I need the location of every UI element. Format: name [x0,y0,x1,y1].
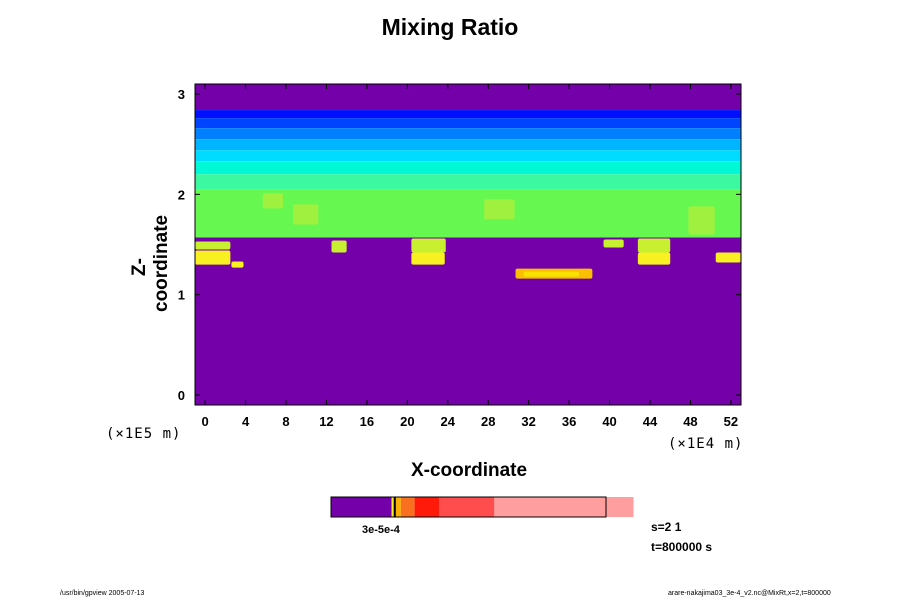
y-tick-label-1: 1 [178,288,185,303]
colorbar-frame [330,496,607,518]
colorbar-segment-2 [393,497,396,517]
x-tick-label-5: 20 [400,414,414,429]
x-tick-label-9: 36 [562,414,576,429]
band-4 [195,128,741,140]
patch-3 [637,252,671,265]
y-axis-unit: (×1E5 m) [106,426,182,442]
colorbar-segment-1 [391,497,394,517]
y-tick-label-0: 0 [178,388,185,403]
plot-frame [194,83,742,406]
colorbar-segment-6 [439,497,495,517]
y-axis-label: Z-coordinate [129,214,172,312]
slice-info: s=2 1 [651,520,682,534]
x-tick-label-0: 0 [201,414,208,429]
band-8 [195,174,741,190]
patch-11 [603,239,624,248]
patch-1 [231,261,244,268]
band-1 [195,84,741,111]
footer-command: /usr/bin/gpview 2005-07-13 [60,590,145,597]
x-tick-label-7: 28 [481,414,495,429]
patch-4 [715,252,741,263]
x-tick-label-13: 52 [724,414,738,429]
y-tick-label-2: 2 [178,187,185,202]
colorbar-segment-4 [400,497,415,517]
x-axis-unit: (×1E4 m) [668,436,744,452]
band-2 [195,110,741,119]
colorbar-segment-7 [494,497,634,517]
x-tick-label-12: 48 [683,414,697,429]
band-6 [195,150,741,162]
patch-15 [262,193,283,209]
footer-source: arare-nakajima03_3e-4_v2.nc@MixRt,x=2,t=… [668,590,831,597]
patch-10 [331,240,347,253]
colorbar-segment-5 [414,497,440,517]
x-tick-label-3: 12 [319,414,333,429]
y-tick-label-3: 3 [178,87,185,102]
patch-12 [293,204,319,225]
patch-2 [411,252,445,265]
band-0 [195,237,741,405]
colorbar-label: 3e-5e-4 [362,524,400,536]
x-tick-label-8: 32 [521,414,535,429]
time-info: t=800000 s [651,540,713,554]
colorbar-segment-0 [331,497,392,517]
x-tick-label-2: 8 [282,414,289,429]
x-axis-label: X-coordinate [410,460,528,481]
patch-6 [523,271,580,277]
patch-9 [637,238,671,253]
band-3 [195,118,741,129]
x-tick-label-6: 24 [441,414,456,429]
band-9 [195,189,741,238]
colorbar-segment-3 [395,497,401,517]
x-tick-label-4: 16 [360,414,374,429]
patch-8 [411,238,446,253]
band-5 [195,139,741,151]
patch-0 [195,250,231,265]
x-tick-label-10: 40 [602,414,616,429]
patch-14 [688,206,715,235]
patch-7 [195,241,231,250]
chart-title: Mixing Ratio [381,14,519,40]
x-tick-label-11: 44 [643,414,658,429]
band-7 [195,161,741,175]
patch-13 [484,199,515,220]
x-tick-label-1: 4 [242,414,250,429]
